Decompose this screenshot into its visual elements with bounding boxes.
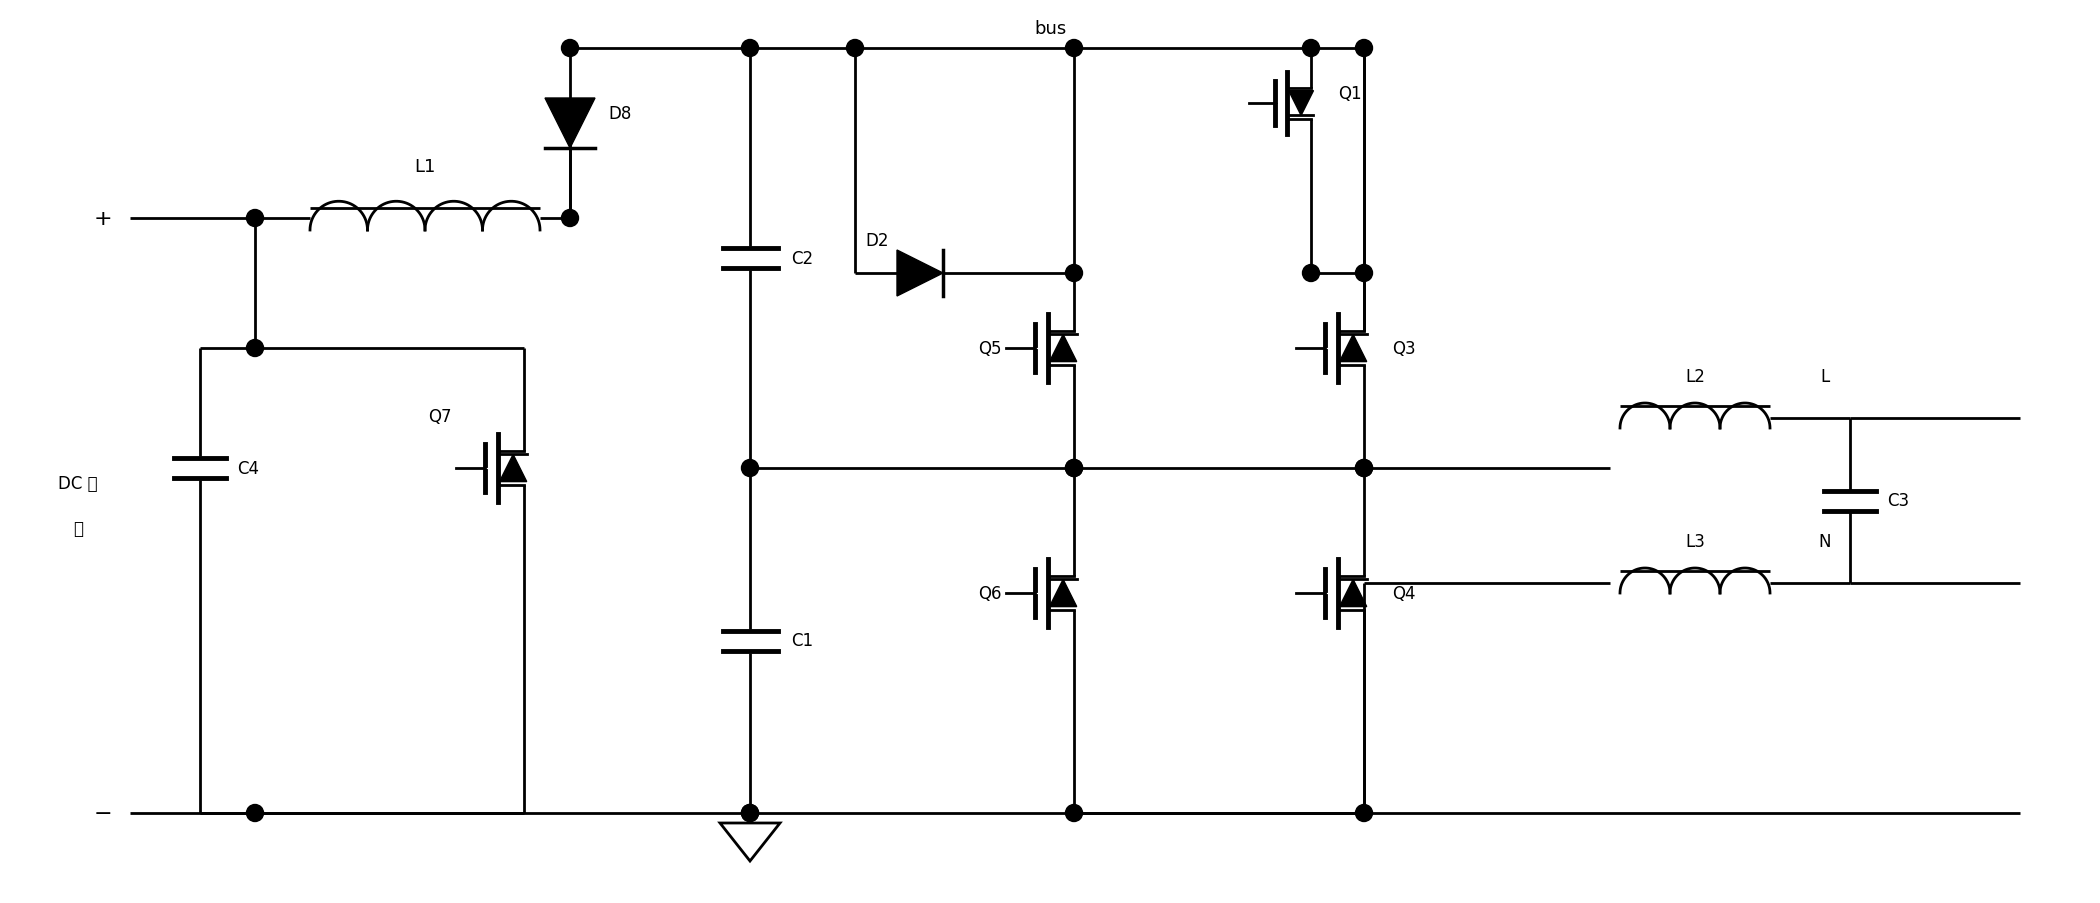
Text: L: L	[1821, 368, 1829, 386]
Circle shape	[741, 460, 758, 477]
Circle shape	[561, 41, 578, 58]
Circle shape	[1302, 41, 1319, 58]
Text: L2: L2	[1684, 368, 1705, 386]
Polygon shape	[720, 824, 779, 861]
Text: D8: D8	[609, 105, 632, 123]
Text: D2: D2	[865, 232, 888, 250]
Circle shape	[246, 340, 262, 357]
Polygon shape	[897, 251, 943, 297]
Polygon shape	[1340, 335, 1367, 362]
Text: DC 输: DC 输	[59, 474, 99, 492]
Circle shape	[741, 41, 758, 58]
Circle shape	[561, 210, 578, 228]
Text: C1: C1	[792, 632, 813, 650]
Circle shape	[741, 805, 758, 822]
Text: Q7: Q7	[428, 407, 452, 425]
Text: C3: C3	[1888, 492, 1909, 510]
Polygon shape	[546, 99, 594, 149]
Circle shape	[1065, 805, 1082, 822]
Text: 入: 入	[74, 519, 84, 537]
Polygon shape	[1050, 335, 1077, 362]
Polygon shape	[1050, 580, 1077, 607]
Circle shape	[1065, 460, 1082, 477]
Text: bus: bus	[1033, 20, 1067, 38]
Circle shape	[1354, 805, 1373, 822]
Circle shape	[1065, 265, 1082, 282]
Text: L3: L3	[1684, 533, 1705, 551]
Text: Q5: Q5	[979, 340, 1002, 358]
Circle shape	[846, 41, 863, 58]
Circle shape	[741, 805, 758, 822]
Circle shape	[1354, 41, 1373, 58]
Polygon shape	[1289, 91, 1312, 116]
Circle shape	[1354, 460, 1373, 477]
Circle shape	[1065, 460, 1082, 477]
Text: +: +	[92, 209, 111, 228]
Circle shape	[1354, 265, 1373, 282]
Polygon shape	[1340, 580, 1367, 607]
Text: N: N	[1819, 533, 1831, 551]
Text: Q1: Q1	[1338, 85, 1361, 103]
Text: C2: C2	[792, 250, 813, 267]
Circle shape	[1354, 460, 1373, 477]
Polygon shape	[500, 455, 527, 482]
Text: Q6: Q6	[979, 584, 1002, 602]
Circle shape	[1302, 265, 1319, 282]
Circle shape	[1065, 41, 1082, 58]
Text: C4: C4	[237, 460, 258, 478]
Text: Q3: Q3	[1392, 340, 1415, 358]
Circle shape	[246, 805, 262, 822]
Circle shape	[246, 210, 262, 228]
Text: −: −	[92, 803, 111, 824]
Text: L1: L1	[414, 158, 435, 176]
Text: Q4: Q4	[1392, 584, 1415, 602]
